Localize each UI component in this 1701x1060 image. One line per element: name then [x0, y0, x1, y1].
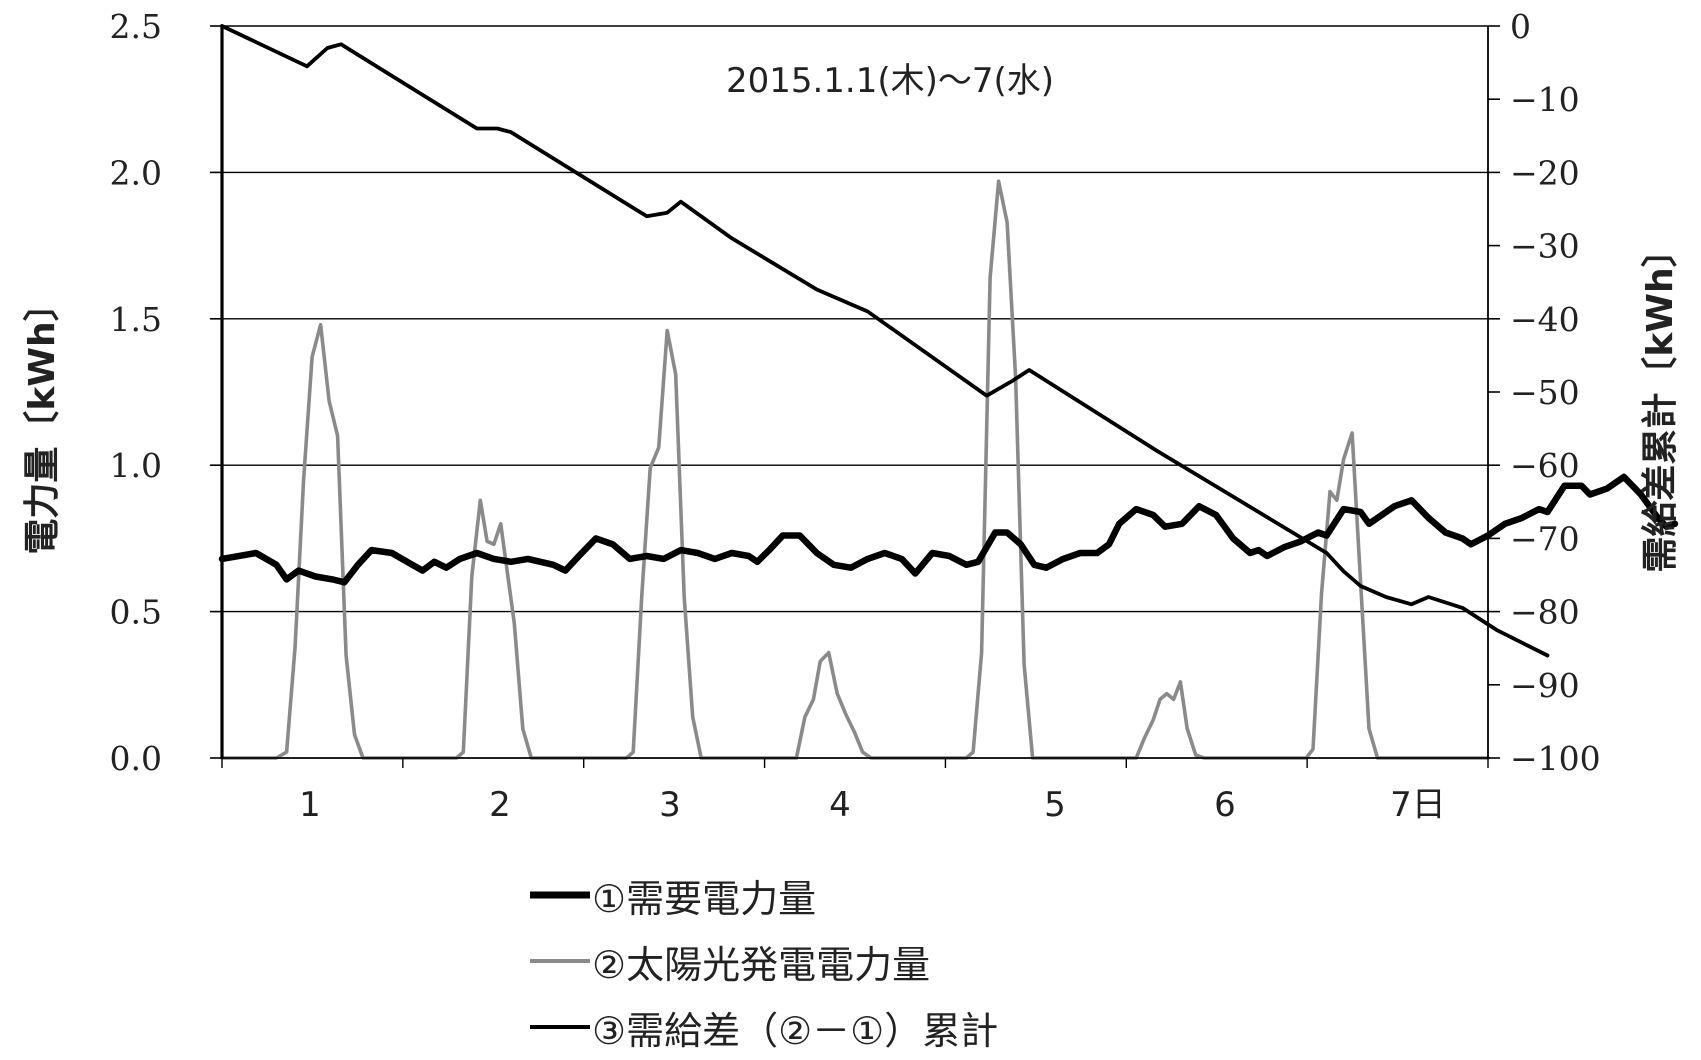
left-tick-labels: 0.0 0.5 1.0 1.5 2.0 2.5: [110, 7, 222, 778]
x-tick-labels: 1 2 3 4 5 6 7日: [221, 758, 1489, 825]
left-tick-label: 1.0: [110, 446, 162, 485]
left-tick-label: 1.5: [110, 300, 162, 339]
series-line-1: [218, 473, 1679, 586]
right-tick-label: 0: [1510, 7, 1531, 46]
gridlines: [222, 25, 1488, 613]
legend-swatch-demand: [530, 891, 590, 899]
legend-swatch-solar: [530, 959, 590, 963]
left-tick-label: 0.0: [110, 739, 162, 778]
x-tick-label: 6: [1214, 785, 1236, 825]
right-tick-label: −60: [1510, 446, 1580, 485]
right-axis-title: 需給差累計〔kWh〕: [1639, 231, 1681, 572]
legend-item-demand: ①需要電力量: [530, 862, 998, 928]
right-tick-label: −70: [1510, 519, 1580, 558]
series-line-3: [220, 24, 1550, 658]
right-tick-labels: 0 −10 −20 −30 −40 −50 −60 −70 −80 −90 −100: [1488, 7, 1601, 778]
date-range-annotation: 2015.1.1(木)～7(水): [726, 61, 1054, 101]
legend-item-cumulative: ③需給差（②－①）累計: [530, 994, 998, 1060]
left-axis-title: 電力量〔kWh〕: [21, 285, 63, 554]
chart-canvas: 0.0 0.5 1.0 1.5 2.0 2.5 0 −10 −20 −30 −40 −50 −60 −7…: [21, 7, 1681, 825]
legend-item-solar: ②太陽光発電電力量: [530, 928, 998, 994]
x-tick-label: 5: [1044, 785, 1066, 825]
right-tick-label: −90: [1510, 666, 1580, 705]
legend-label-cumulative: ③需給差（②－①）累計: [592, 1008, 999, 1053]
right-tick-label: −100: [1510, 739, 1601, 778]
x-tick-label: 2: [489, 785, 511, 825]
left-tick-label: 2.5: [110, 7, 162, 46]
legend-label-demand: ①需要電力量: [592, 876, 817, 921]
right-tick-label: −80: [1510, 593, 1580, 632]
series-layer: [218, 24, 1679, 760]
legend: ①需要電力量 ②太陽光発電電力量 ③需給差（②－①）累計: [530, 862, 998, 1060]
left-tick-label: 2.0: [110, 153, 162, 192]
legend-label-solar: ②太陽光発電電力量: [592, 942, 931, 987]
right-tick-label: −50: [1510, 373, 1580, 412]
right-tick-label: −30: [1510, 227, 1580, 266]
right-tick-label: −10: [1510, 80, 1580, 119]
axes: [220, 26, 1489, 759]
right-tick-label: −20: [1510, 153, 1580, 192]
series-line-2: [220, 179, 1490, 760]
x-tick-label: 4: [829, 785, 851, 825]
x-tick-label: 1: [299, 785, 321, 825]
right-tick-label: −40: [1510, 300, 1580, 339]
left-tick-label: 0.5: [110, 593, 162, 632]
x-tick-label: 7日: [1390, 785, 1446, 825]
x-tick-label: 3: [659, 785, 681, 825]
legend-swatch-cumulative: [530, 1025, 590, 1029]
